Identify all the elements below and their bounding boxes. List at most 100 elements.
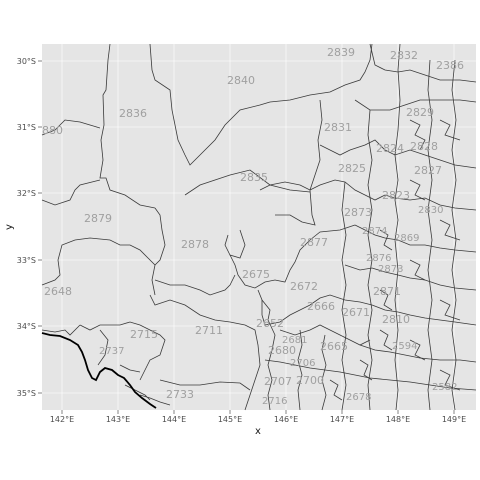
region-label: 2840 [227,74,255,87]
axis-ticks [38,60,455,414]
x-tick-label: 143°E [106,415,130,424]
region-label: 2871 [373,285,401,298]
region-label: 2582 [432,382,457,393]
region-label: 2733 [166,388,194,401]
x-tick-label: 149°E [442,415,466,424]
boundary-2836-west [99,43,156,209]
region-label: 2835 [240,171,268,184]
region-label: 2716 [262,396,287,407]
region-label: 2737 [99,346,124,357]
boundary-mid-3 [321,334,327,411]
boundary-dense-2 [329,229,393,401]
boundary-south-small [119,364,171,406]
region-label: 2652 [256,317,284,330]
region-label: 2678 [346,392,371,403]
y-tick-label: 31°S [17,123,36,132]
boundary-east-cluster-4 [309,179,477,211]
region-label: 2879 [84,212,112,225]
boundary-east-cluster-9 [264,359,477,391]
region-label: 2824 [376,142,404,155]
y-tick-label: 33°S [17,256,36,265]
region-label: 2672 [290,280,318,293]
region-label: 2666 [307,300,335,313]
boundary-east-cluster-8 [359,344,477,363]
murray-river [41,332,157,409]
region-label: 2873 [378,264,403,275]
boundary-2835 [184,169,311,196]
boundary-north-south-1 [309,99,323,191]
boundary-2836-east [149,43,271,166]
boundary-2737 [97,329,109,366]
region-label: 2877 [300,236,328,249]
x-tick-label: 145°E [218,415,242,424]
boundary-mid-1 [261,299,276,411]
y-tick-label: 30°S [17,57,36,66]
boundary-north-south-6 [341,181,347,411]
y-tick-labels: 30°S 31°S 32°S 33°S 34°S 35°S [17,57,36,398]
region-label: 2874 [362,226,387,237]
region-label: 2707 [264,375,292,388]
region-labels: 2839 2832 2386 2840 2836 2829 880 2831 2… [42,46,464,407]
x-tick-label: 142°E [50,415,74,424]
region-label: 2830 [418,205,443,216]
boundary-sw [41,324,81,336]
x-tick-label: 144°E [162,415,186,424]
boundary-2878-west [224,229,246,259]
region-label: 2715 [130,328,158,341]
y-tick-label: 32°S [17,189,36,198]
boundary-2715 [79,321,166,381]
region-boundaries [41,43,477,411]
boundary-north-south-2 [394,43,401,411]
x-tick-label: 148°E [386,415,410,424]
y-axis-title: y [4,224,15,230]
region-label: 2386 [436,59,464,72]
region-label: 2700 [296,374,324,387]
region-label: 2665 [320,340,348,353]
region-label: 2878 [181,238,209,251]
boundary-2878-south [154,274,236,296]
boundary-mid-2 [297,329,303,411]
boundary-east-cluster-3 [319,139,477,169]
region-label: 2827 [414,164,442,177]
boundary-dense-1 [409,119,461,391]
boundary-north-south-4 [451,59,457,411]
boundary-2840-north [269,43,373,103]
region-label: 2876 [366,253,391,264]
region-label: 2810 [382,313,410,326]
region-label: 2825 [338,162,366,175]
boundary-east-cluster-5 [354,224,477,253]
region-label: 2823 [382,189,410,202]
boundary-2880 [41,119,101,136]
y-tick-label: 35°S [17,389,36,398]
boundary-east-cluster-1 [354,99,477,111]
region-label: 2832 [390,49,418,62]
region-label: 2873 [344,206,372,219]
boundary-2711 [149,294,261,411]
boundary-east-cluster-7 [371,304,477,326]
region-label: 2836 [119,107,147,120]
region-label: 2671 [342,306,370,319]
region-label: 880 [42,124,63,137]
boundary-north-south-3 [427,59,433,411]
x-axis-title: x [255,426,261,437]
region-label: 2711 [195,324,223,337]
boundary-2879 [41,179,101,206]
region-label: 2828 [410,140,438,153]
boundary-2652 [257,289,373,326]
region-label: 2831 [324,121,352,134]
y-tick-label: 34°S [17,322,36,331]
boundary-2665 [279,324,371,346]
region-label: 2706 [290,358,315,369]
x-tick-label: 147°E [330,415,354,424]
boundary-2675 [229,224,356,289]
region-label: 2594 [392,341,417,352]
region-label: 2829 [406,106,434,119]
boundary-north-south-5 [367,109,373,411]
boundary-2733 [159,379,251,391]
region-label: 2681 [282,335,307,346]
boundary-2878 [154,207,166,266]
region-label: 2839 [327,46,355,59]
x-tick-label: 146°E [274,415,298,424]
region-label: 2675 [242,268,270,281]
